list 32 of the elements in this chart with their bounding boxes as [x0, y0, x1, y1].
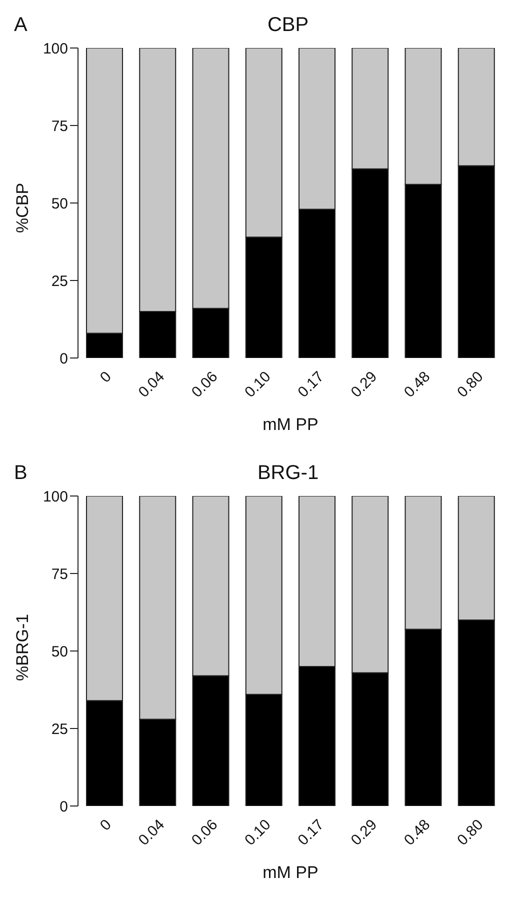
x-tick-label: 0.06 [188, 816, 222, 850]
y-tick-label: 50 [51, 195, 68, 212]
x-tick-label: 0.80 [454, 368, 487, 402]
x-tick-label: 0 [97, 816, 115, 834]
x-tick-label: 0.10 [242, 816, 274, 850]
y-tick-label: 100 [42, 40, 68, 58]
x-tick-label: 0.04 [135, 368, 168, 402]
x-tick-label: 0.48 [401, 816, 434, 850]
text: B [14, 462, 28, 485]
x-tick-label: 0.80 [454, 816, 487, 850]
x-tick-label: 0.04 [135, 816, 168, 850]
x-tick-label: 0 [97, 368, 115, 386]
x-axis-title: mM PP [262, 415, 318, 434]
y-tick-label: 25 [51, 720, 68, 738]
y-tick-label: 0 [60, 350, 68, 368]
x-tick-label: 0.10 [242, 368, 274, 402]
y-axis-title: %BRG-1 [13, 614, 32, 681]
chart-title: BRG-1 [256, 462, 320, 485]
x-tick-label: 0.06 [188, 368, 222, 402]
text: A [14, 14, 28, 37]
y-tick-label: 75 [51, 566, 68, 583]
x-tick-label: 0.29 [348, 368, 381, 402]
y-tick-label: 75 [51, 118, 68, 135]
y-tick-label: 50 [51, 643, 68, 660]
y-tick-label: 100 [42, 488, 68, 506]
x-tick-label: 0.48 [401, 368, 434, 402]
y-tick-label: 25 [51, 272, 68, 290]
x-axis-title: mM PP [262, 863, 318, 882]
chart-title: CBP [266, 14, 310, 37]
y-axis-title: %CBP [13, 182, 32, 233]
x-tick-label: 0.29 [348, 816, 381, 850]
y-tick-label: 0 [60, 798, 68, 816]
